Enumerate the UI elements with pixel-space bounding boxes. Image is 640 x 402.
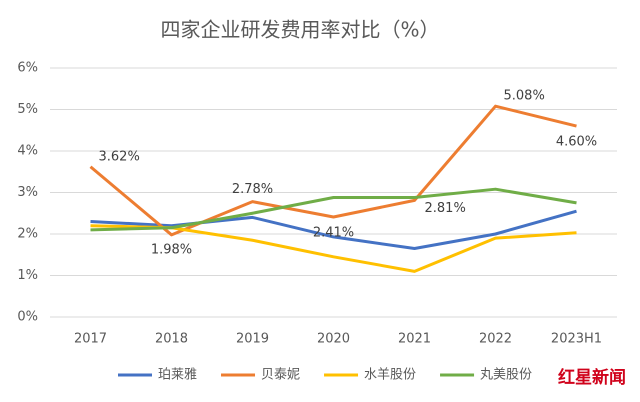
y-tick-label: 2% [17, 227, 38, 242]
y-tick-label: 1% [17, 268, 38, 283]
x-tick-label: 2023H1 [551, 332, 602, 347]
x-tick-label: 2017 [74, 332, 107, 347]
series-line [89, 104, 577, 237]
y-tick-label: 4% [17, 144, 38, 159]
x-tick-label: 2018 [155, 332, 188, 347]
y-tick-label: 3% [17, 185, 38, 200]
legend-label: 珀莱雅 [158, 368, 197, 383]
x-tick-label: 2021 [398, 332, 431, 347]
series-line [90, 187, 577, 232]
data-label: 4.60% [556, 135, 597, 150]
logo: 红星新闻 [558, 367, 626, 388]
y-tick-label: 5% [17, 102, 38, 117]
data-label: 2.41% [313, 225, 354, 240]
data-label: 1.98% [151, 242, 192, 257]
legend-label: 丸美股份 [480, 368, 532, 383]
data-label: 5.08% [504, 89, 545, 104]
legend-label: 水羊股份 [364, 367, 416, 383]
x-tick-label: 2020 [317, 332, 350, 347]
data-label: 3.62% [99, 149, 140, 164]
x-tick-label: 2019 [236, 332, 269, 347]
series-line [90, 209, 577, 251]
data-label: 2.81% [425, 201, 466, 216]
x-tick-label: 2022 [479, 332, 512, 347]
data-label: 2.78% [232, 182, 273, 197]
y-tick-label: 6% [17, 61, 38, 76]
legend-label: 贝泰妮 [261, 368, 300, 383]
y-tick-label: 0% [17, 310, 38, 325]
chart-title: 四家企业研发费用率对比（%） [160, 18, 439, 42]
